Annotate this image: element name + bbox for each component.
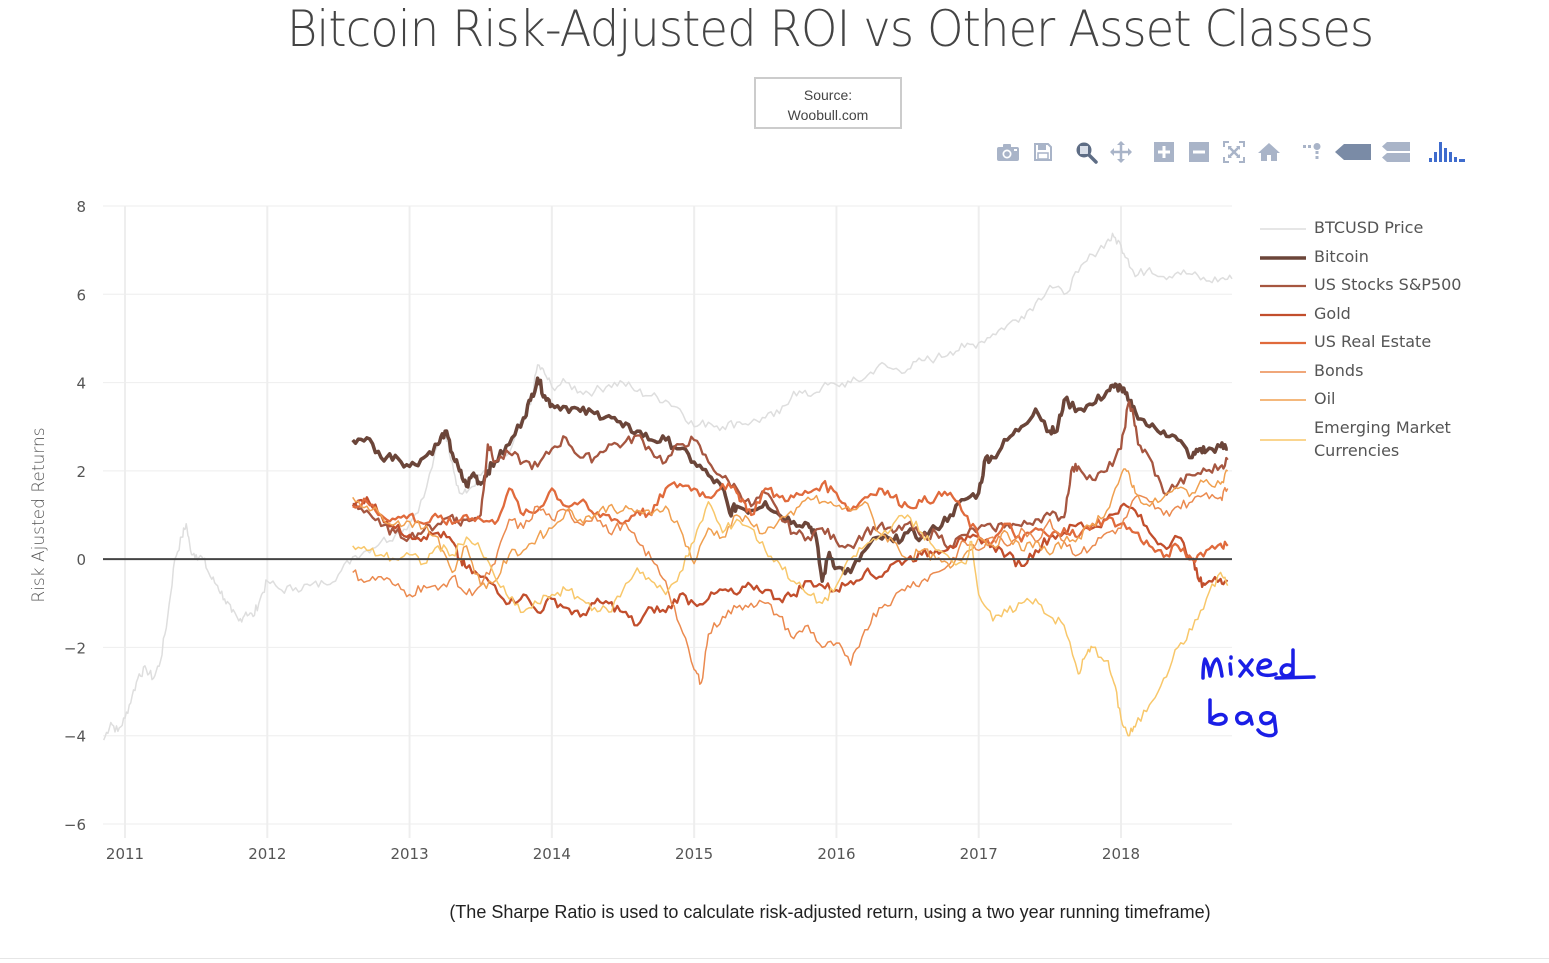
x-tick-label: 2013 — [390, 845, 428, 863]
x-tick-label: 2017 — [960, 845, 998, 863]
axis-ticks: 8 6 4 2 0 −2 −4 −6 2011 2012 2013 2014 2015 2016 2017 2… — [64, 198, 1140, 863]
zoom-out-icon[interactable] — [1185, 138, 1213, 166]
legend-label: US Stocks S&P500 — [1314, 275, 1462, 294]
bottom-divider — [0, 958, 1549, 959]
series-line-us-real-estate — [352, 479, 1229, 564]
y-tick-label: −2 — [64, 639, 86, 657]
x-tick-label: 2018 — [1102, 845, 1140, 863]
legend-item-oil[interactable]: Oil — [1260, 387, 1464, 416]
legend-label: Emerging Market Currencies — [1314, 417, 1451, 460]
spike-lines-icon[interactable] — [1298, 138, 1326, 166]
legend-swatch — [1260, 284, 1306, 288]
x-tick-label: 2012 — [248, 845, 286, 863]
legend-item-bitcoin[interactable]: Bitcoin — [1260, 245, 1464, 274]
y-tick-label: −6 — [64, 816, 86, 834]
series-lines — [103, 232, 1233, 741]
legend-item-us-real-estate[interactable]: US Real Estate — [1260, 330, 1464, 359]
modebar — [994, 138, 1474, 166]
y-axis-label: Risk Ajusted Returns — [29, 427, 49, 602]
hover-closest-icon[interactable] — [1333, 138, 1373, 166]
y-tick-label: −4 — [64, 728, 86, 746]
source-value: Woobull.com — [787, 107, 869, 123]
source-annotation-box: Source: Woobull.com — [754, 77, 902, 129]
legend-swatch — [1260, 438, 1306, 441]
legend: BTCUSD Price Bitcoin US Stocks S&P500 Go… — [1260, 216, 1464, 464]
legend-label: Bitcoin — [1314, 246, 1369, 266]
series-line-bonds — [352, 486, 1229, 685]
source-label: Source: — [803, 87, 853, 103]
legend-label: Gold — [1314, 303, 1351, 323]
x-tick-label: 2015 — [675, 845, 713, 863]
legend-swatch — [1260, 399, 1306, 401]
legend-item-bonds[interactable]: Bonds — [1260, 359, 1464, 388]
autoscale-icon[interactable] — [1220, 138, 1248, 166]
camera-icon[interactable] — [994, 138, 1022, 166]
legend-swatch — [1260, 313, 1306, 316]
y-tick-label: 4 — [76, 375, 86, 393]
legend-item-emerging-market-currencies[interactable]: Emerging Market Currencies — [1260, 416, 1464, 464]
zoom-in-icon[interactable] — [1150, 138, 1178, 166]
series-line-btcusd-price — [103, 232, 1233, 741]
series-line-oil — [352, 468, 1229, 590]
plotly-logo-icon[interactable] — [1427, 138, 1467, 166]
legend-label: BTCUSD Price — [1314, 218, 1424, 237]
legend-swatch — [1260, 341, 1306, 345]
home-icon[interactable] — [1255, 138, 1283, 166]
zoom-icon[interactable] — [1072, 138, 1100, 166]
x-tick-label: 2011 — [106, 845, 144, 863]
chart-title: Bitcoin Risk-Adjusted ROI vs Other Asset… — [286, 0, 1374, 58]
series-line-us-stocks-s-p500 — [352, 400, 1229, 550]
chart-caption: (The Sharpe Ratio is used to calculate r… — [449, 902, 1211, 922]
x-tick-label: 2016 — [817, 845, 855, 863]
legend-label: Bonds — [1314, 360, 1364, 380]
series-line-emerging-market-currencies — [352, 501, 1229, 737]
series-line-gold — [351, 496, 1229, 627]
legend-item-us-stocks[interactable]: US Stocks S&P500 — [1260, 273, 1464, 302]
y-tick-label: 8 — [76, 198, 86, 216]
save-icon[interactable] — [1029, 138, 1057, 166]
legend-swatch — [1260, 370, 1306, 373]
legend-label: US Real Estate — [1314, 332, 1432, 351]
legend-label: Oil — [1314, 389, 1336, 408]
y-tick-label: 2 — [76, 463, 86, 481]
legend-swatch — [1260, 228, 1306, 230]
y-tick-label: 6 — [76, 286, 86, 304]
handwritten-annotation — [1196, 640, 1326, 744]
handwritten-mixed-bag — [1201, 648, 1316, 738]
pan-icon[interactable] — [1107, 138, 1135, 166]
hover-compare-icon[interactable] — [1380, 138, 1412, 166]
legend-item-gold[interactable]: Gold — [1260, 302, 1464, 331]
x-tick-label: 2014 — [533, 845, 571, 863]
y-tick-label: 0 — [76, 551, 86, 569]
grid-lines — [103, 205, 1232, 838]
legend-swatch — [1260, 255, 1306, 260]
legend-item-btcusd-price[interactable]: BTCUSD Price — [1260, 216, 1464, 245]
